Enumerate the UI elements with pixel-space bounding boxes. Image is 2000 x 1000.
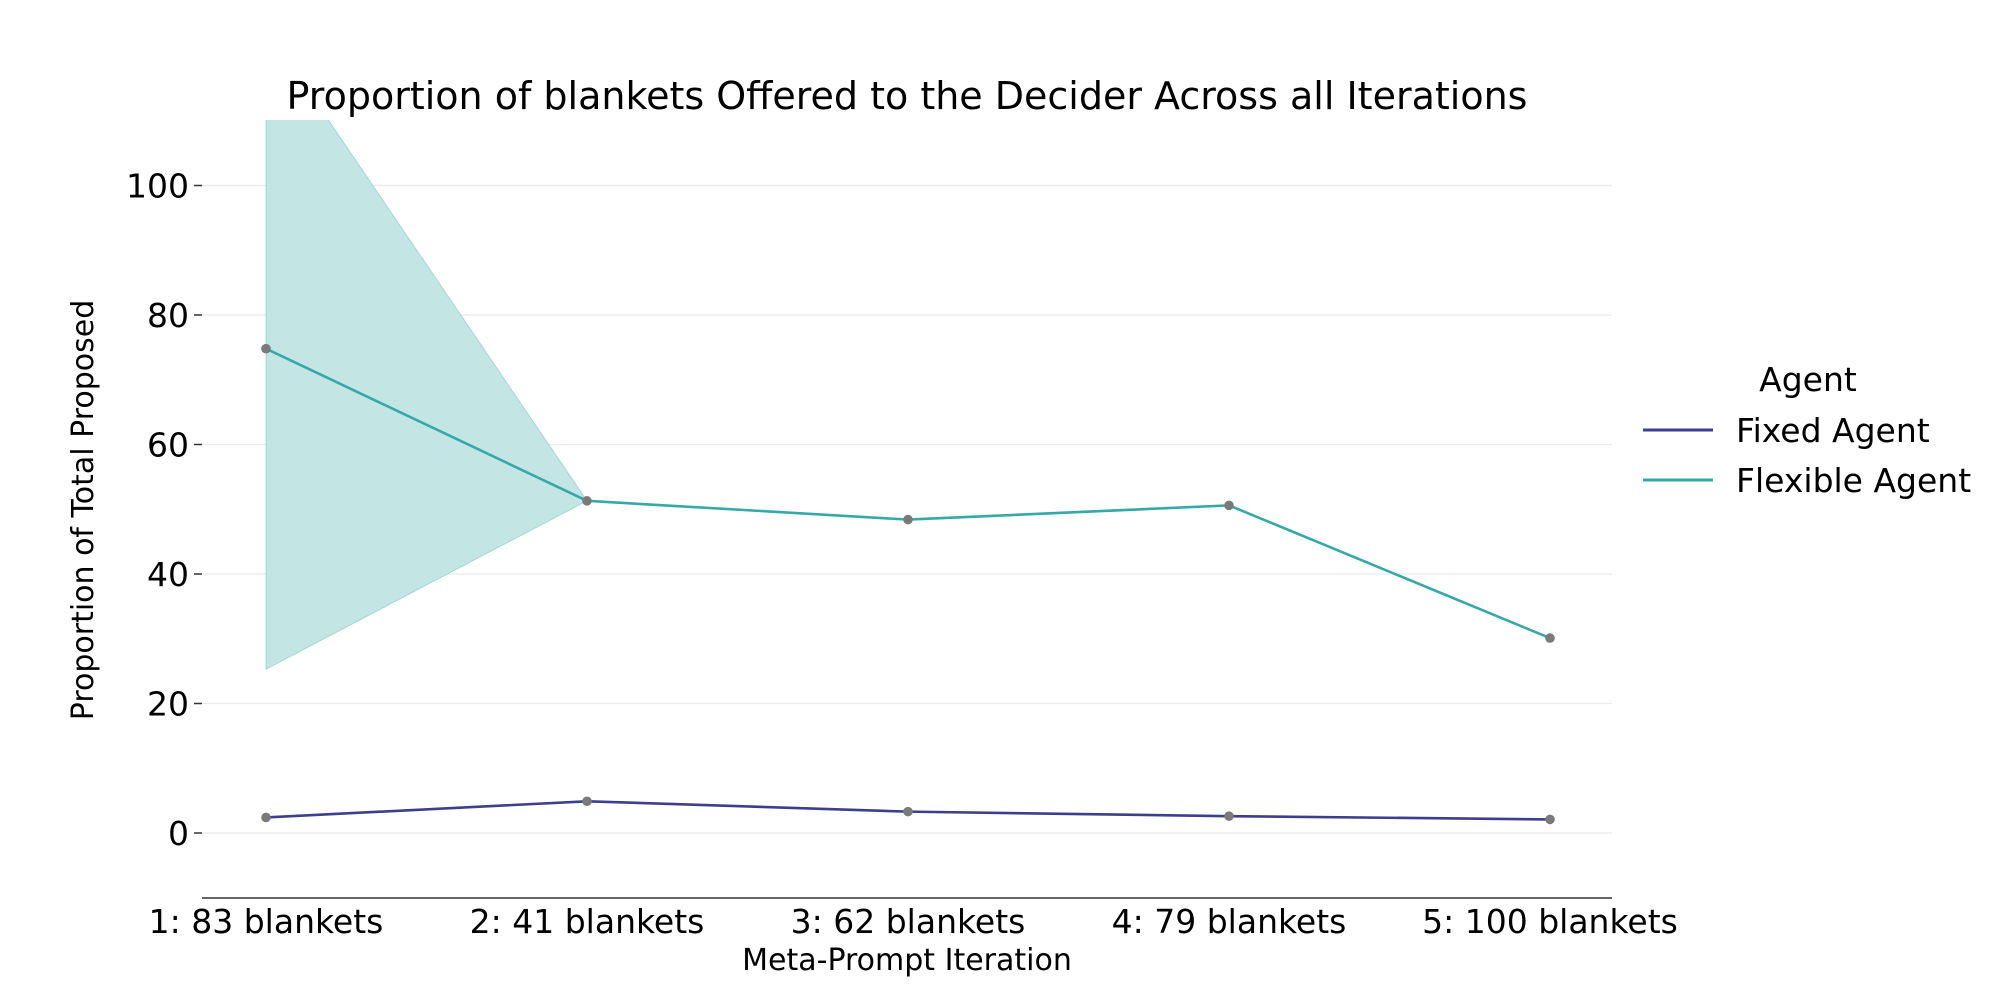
x-tick-label: 4: 79 blankets — [1112, 902, 1347, 941]
data-point — [1545, 633, 1555, 643]
x-tick-label: 5: 100 blankets — [1422, 902, 1678, 941]
series-points — [261, 343, 1555, 825]
x-tick-label: 2: 41 blankets — [470, 902, 705, 941]
legend-label: Fixed Agent — [1736, 411, 1930, 450]
data-point — [1224, 811, 1234, 821]
data-point — [1545, 814, 1555, 825]
x-tick-label: 3: 62 blankets — [791, 902, 1026, 941]
chart-title: Proportion of blankets Offered to the De… — [287, 74, 1528, 118]
confidence-band — [265, 120, 588, 671]
y-axis-label: Proportion of Total Proposed — [66, 300, 101, 721]
y-tick-label: 60 — [147, 426, 189, 465]
confidence-band-group — [265, 120, 588, 671]
data-point — [582, 496, 592, 506]
legend-label: Flexible Agent — [1736, 461, 1971, 500]
y-tick-label: 100 — [126, 167, 189, 206]
y-tick-label: 0 — [168, 814, 189, 853]
data-point — [903, 806, 913, 817]
x-axis-ticks: 1: 83 blankets 2: 41 blankets 3: 62 blanke… — [149, 902, 1678, 941]
data-point — [582, 796, 592, 807]
data-point — [903, 514, 913, 525]
legend-title: Agent — [1759, 360, 1857, 399]
y-tick-label: 80 — [147, 296, 189, 335]
y-tick-label: 20 — [147, 685, 189, 724]
legend: Agent Fixed Agent Flexible Agent — [1643, 360, 1971, 500]
y-axis-ticks: 0 20 40 60 80 100 — [126, 167, 202, 853]
y-tick-label: 40 — [147, 555, 189, 594]
data-point — [261, 343, 271, 354]
x-axis-label: Meta-Prompt Iteration — [742, 943, 1072, 978]
data-point — [1224, 500, 1234, 511]
x-tick-label: 1: 83 blankets — [149, 902, 384, 941]
data-point — [261, 812, 271, 823]
